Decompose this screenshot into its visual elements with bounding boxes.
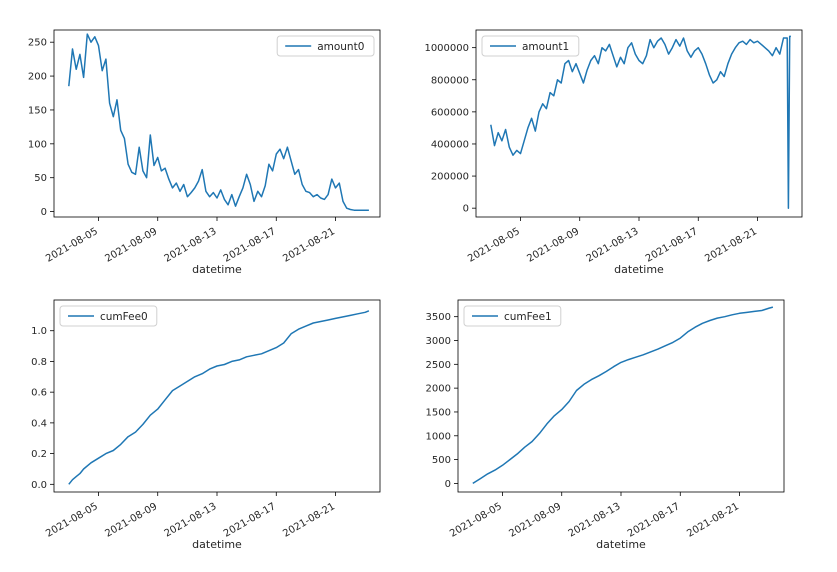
y-tick-label: 100 (28, 139, 47, 150)
y-tick-label: 1500 (426, 407, 451, 418)
legend-box (276, 35, 375, 57)
y-tick-label: 50 (34, 173, 47, 184)
legend: amount0 (276, 35, 375, 57)
y-tick-label: 0 (41, 207, 47, 218)
y-tick-label: 150 (28, 105, 47, 116)
y-tick-label: 0.8 (31, 357, 47, 368)
legend-box (481, 35, 580, 57)
y-tick-label: 2000 (426, 384, 451, 395)
series-line-cumFee0 (68, 310, 370, 485)
series-line-cumFee1 (472, 306, 774, 485)
y-tick-label: 1000000 (424, 43, 469, 54)
legend-box (59, 305, 158, 327)
y-tick-label: 200 (28, 72, 47, 83)
y-tick-label: 250 (28, 38, 47, 49)
series-line-amount0 (68, 33, 369, 211)
legend: cumFee0 (59, 305, 158, 327)
legend-box (463, 305, 562, 327)
legend: amount1 (481, 35, 580, 57)
y-tick-label: 600000 (431, 107, 469, 118)
x-axis-label: datetime (596, 538, 646, 551)
y-tick-label: 3500 (426, 312, 451, 323)
legend-label: cumFee1 (504, 311, 552, 323)
y-tick-label: 0 (463, 204, 469, 215)
series-line-amount1 (490, 35, 792, 209)
legend-label: amount1 (522, 41, 569, 53)
x-axis-label: datetime (192, 263, 242, 276)
y-tick-label: 2500 (426, 360, 451, 371)
y-tick-label: 0.6 (31, 388, 47, 399)
y-tick-label: 0.2 (31, 449, 47, 460)
y-tick-label: 0 (445, 479, 451, 490)
y-tick-label: 1.0 (31, 326, 47, 337)
y-tick-label: 500 (432, 455, 451, 466)
x-axis-label: datetime (192, 538, 242, 551)
legend: cumFee1 (463, 305, 562, 327)
legend-label: amount0 (317, 41, 364, 53)
y-tick-label: 200000 (431, 172, 469, 183)
y-tick-label: 0.0 (31, 480, 47, 491)
y-tick-label: 3000 (426, 336, 451, 347)
x-axis-label: datetime (614, 263, 664, 276)
legend-label: cumFee0 (100, 311, 148, 323)
y-tick-label: 0.4 (31, 418, 47, 429)
y-tick-label: 1000 (426, 431, 451, 442)
y-tick-label: 800000 (431, 75, 469, 86)
y-tick-label: 400000 (431, 139, 469, 150)
